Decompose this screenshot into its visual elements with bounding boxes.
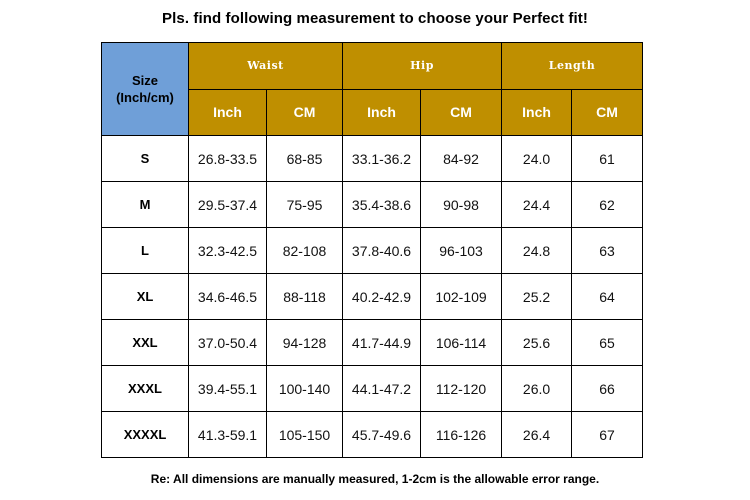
length-cm-value: 67	[571, 411, 644, 458]
hip-inch-value: 45.7-49.6	[342, 411, 422, 458]
waist-inch-header: Inch	[188, 88, 267, 136]
length-group-header: Length	[501, 42, 644, 90]
waist-inch-value: 41.3-59.1	[188, 411, 267, 458]
length-inch-value: 24.4	[501, 181, 573, 228]
length-cm-header: CM	[571, 88, 644, 136]
waist-cm-header: CM	[265, 88, 344, 136]
hip-inch-value: 40.2-42.9	[342, 273, 422, 320]
hip-inch-value: 37.8-40.6	[342, 227, 422, 274]
length-cm-value: 64	[571, 273, 644, 320]
size-header-label: Size	[131, 73, 158, 88]
size-label: M	[101, 181, 189, 228]
waist-cm-value: 82-108	[265, 227, 344, 274]
size-label: L	[101, 227, 189, 274]
waist-inch-value: 29.5-37.4	[188, 181, 267, 228]
hip-inch-value: 41.7-44.9	[342, 319, 422, 366]
table-row: XXL 37.0-50.4 94-128 41.7-44.9 106-114 2…	[101, 319, 644, 366]
size-label: S	[101, 135, 189, 182]
size-header-cell: Size (Inch/cm)	[101, 42, 189, 136]
measurement-note: Re: All dimensions are manually measured…	[150, 472, 600, 486]
length-inch-value: 26.0	[501, 365, 573, 412]
table-row: L 32.3-42.5 82-108 37.8-40.6 96-103 24.8…	[101, 227, 644, 274]
length-cm-value: 62	[571, 181, 644, 228]
hip-cm-value: 102-109	[420, 273, 503, 320]
hip-group-header: Hip	[342, 42, 503, 90]
length-inch-value: 24.8	[501, 227, 573, 274]
length-inch-value: 25.2	[501, 273, 573, 320]
waist-cm-value: 88-118	[265, 273, 344, 320]
hip-inch-value: 33.1-36.2	[342, 135, 422, 182]
waist-cm-value: 100-140	[265, 365, 344, 412]
hip-inch-value: 35.4-38.6	[342, 181, 422, 228]
waist-inch-value: 34.6-46.5	[188, 273, 267, 320]
length-inch-value: 26.4	[501, 411, 573, 458]
waist-inch-value: 39.4-55.1	[188, 365, 267, 412]
size-label: XL	[101, 273, 189, 320]
header-row-units: Inch CM Inch CM Inch CM	[102, 88, 644, 136]
hip-cm-value: 90-98	[420, 181, 503, 228]
length-inch-header: Inch	[501, 88, 573, 136]
hip-cm-value: 96-103	[420, 227, 503, 274]
size-chart-table: Size (Inch/cm) Waist Hip Length Inch CM …	[101, 42, 644, 458]
size-label: XXXXL	[101, 411, 189, 458]
waist-inch-value: 32.3-42.5	[188, 227, 267, 274]
length-cm-value: 63	[571, 227, 644, 274]
hip-cm-value: 116-126	[420, 411, 503, 458]
table-row: S 26.8-33.5 68-85 33.1-36.2 84-92 24.0 6…	[101, 135, 644, 182]
waist-cm-value: 68-85	[265, 135, 344, 182]
waist-group-header: Waist	[187, 42, 344, 90]
table-row: XL 34.6-46.5 88-118 40.2-42.9 102-109 25…	[101, 273, 644, 320]
length-inch-value: 25.6	[501, 319, 573, 366]
size-label: XXXL	[101, 365, 189, 412]
page-title: Pls. find following measurement to choos…	[162, 10, 588, 27]
hip-inch-value: 44.1-47.2	[342, 365, 422, 412]
table-header: Size (Inch/cm) Waist Hip Length Inch CM …	[101, 42, 644, 136]
hip-cm-value: 84-92	[420, 135, 503, 182]
size-header-unit: (Inch/cm)	[116, 90, 174, 105]
hip-cm-value: 106-114	[420, 319, 503, 366]
hip-cm-header: CM	[420, 88, 503, 136]
waist-cm-value: 75-95	[265, 181, 344, 228]
table-row: XXXL 39.4-55.1 100-140 44.1-47.2 112-120…	[101, 365, 644, 412]
waist-inch-value: 37.0-50.4	[188, 319, 267, 366]
size-label: XXL	[101, 319, 189, 366]
table-row: M 29.5-37.4 75-95 35.4-38.6 90-98 24.4 6…	[101, 181, 644, 228]
table-row: XXXXL 41.3-59.1 105-150 45.7-49.6 116-12…	[101, 411, 644, 458]
hip-cm-value: 112-120	[420, 365, 503, 412]
length-cm-value: 61	[571, 135, 644, 182]
waist-inch-value: 26.8-33.5	[188, 135, 267, 182]
length-inch-value: 24.0	[501, 135, 573, 182]
length-cm-value: 65	[571, 319, 644, 366]
table-body: S 26.8-33.5 68-85 33.1-36.2 84-92 24.0 6…	[101, 135, 644, 458]
header-row-groups: Size (Inch/cm) Waist Hip Length	[101, 42, 644, 136]
hip-inch-header: Inch	[342, 88, 422, 136]
waist-cm-value: 94-128	[265, 319, 344, 366]
waist-cm-value: 105-150	[265, 411, 344, 458]
length-cm-value: 66	[571, 365, 644, 412]
